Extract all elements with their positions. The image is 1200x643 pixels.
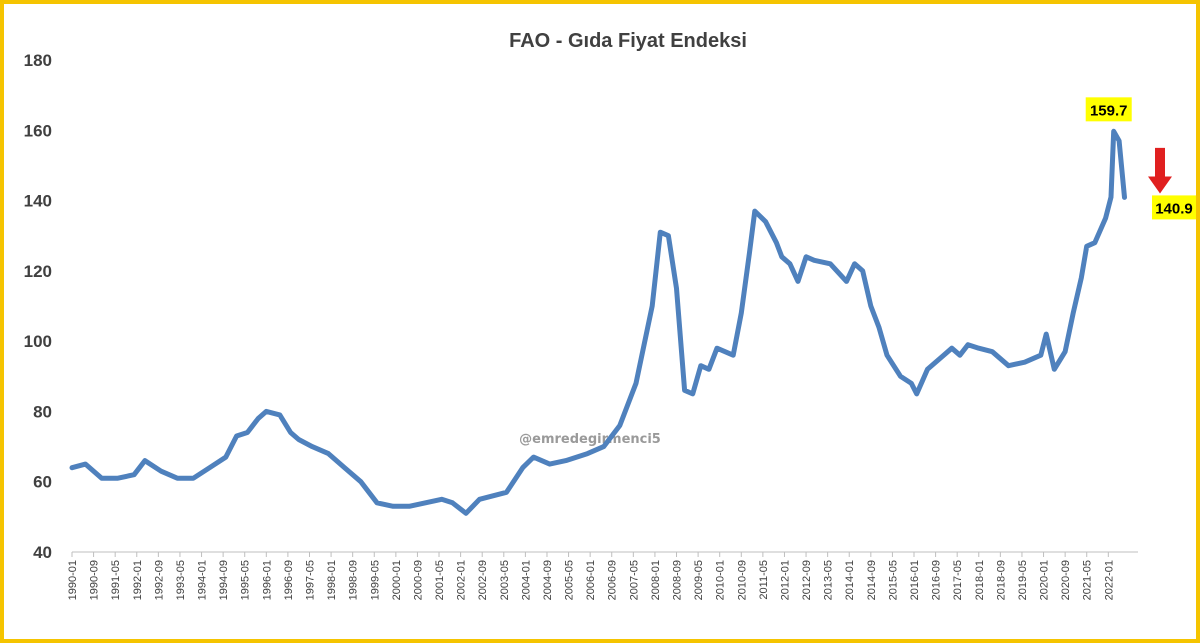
x-tick-label: 2014-09 bbox=[866, 560, 878, 600]
x-tick-label: 2022-01 bbox=[1103, 560, 1115, 600]
y-tick-label: 100 bbox=[24, 332, 52, 351]
y-tick-label: 40 bbox=[33, 543, 52, 562]
x-tick-label: 2000-09 bbox=[412, 560, 424, 600]
y-tick-label: 80 bbox=[33, 402, 52, 421]
watermark: @emredegirmenci5 bbox=[519, 432, 661, 447]
y-tick-label: 140 bbox=[24, 192, 52, 211]
series-layer bbox=[69, 128, 1127, 516]
x-tick-label: 2005-05 bbox=[564, 560, 576, 600]
x-tick-label: 1994-09 bbox=[218, 560, 230, 600]
x-tick-label: 1991-05 bbox=[110, 560, 122, 600]
x-tick-label: 2006-09 bbox=[607, 560, 619, 600]
x-tick-label: 2006-01 bbox=[585, 560, 597, 600]
x-tick-label: 2018-01 bbox=[974, 560, 986, 600]
x-tick-label: 2014-01 bbox=[844, 560, 856, 600]
y-tick-label: 160 bbox=[24, 121, 52, 140]
latest-label-box bbox=[1152, 195, 1196, 220]
y-tick-label: 60 bbox=[33, 473, 52, 492]
x-tick-label: 2009-05 bbox=[693, 560, 705, 600]
x-axis: 1990-01 1990-09 1991-05 1992-01 1992-09 1993-… bbox=[67, 551, 1138, 600]
x-tick-label: 2020-01 bbox=[1039, 560, 1051, 600]
x-tick-label: 2010-09 bbox=[736, 560, 748, 600]
x-tick-label: 2000-01 bbox=[391, 560, 403, 600]
x-tick-label: 2016-09 bbox=[931, 560, 943, 600]
x-tick-label: 1992-09 bbox=[153, 560, 165, 600]
latest-value-label: 140.9 bbox=[1155, 200, 1193, 217]
x-tick-label: 1998-09 bbox=[348, 560, 360, 600]
x-tick-label: 1992-01 bbox=[132, 560, 144, 600]
chart-title: FAO - Gıda Fiyat Endeksi bbox=[509, 30, 747, 52]
x-tick-label: 2004-01 bbox=[520, 560, 532, 600]
x-tick-label: 2012-09 bbox=[801, 560, 813, 600]
x-tick-label: 2008-01 bbox=[650, 560, 662, 600]
x-tick-label: 1995-05 bbox=[240, 560, 252, 600]
x-tick-label: 2003-05 bbox=[499, 560, 511, 600]
x-tick-label: 2019-05 bbox=[1017, 560, 1029, 600]
x-tick-label: 2001-05 bbox=[434, 560, 446, 600]
x-tick-label: 2013-05 bbox=[823, 560, 835, 600]
series-line bbox=[69, 128, 1127, 516]
y-tick-label: 120 bbox=[24, 262, 52, 281]
x-tick-label: 2021-05 bbox=[1082, 560, 1094, 600]
x-tick-label: 1993-05 bbox=[175, 560, 187, 600]
x-tick-label: 2010-01 bbox=[715, 560, 727, 600]
annotations: 159.7 140.9 bbox=[1085, 97, 1196, 220]
x-tick-label: 1998-01 bbox=[326, 560, 338, 600]
x-tick-label: 2008-09 bbox=[672, 560, 684, 600]
x-tick-label: 2016-01 bbox=[909, 560, 921, 600]
x-tick-label: 2012-01 bbox=[779, 560, 791, 600]
x-tick-label: 1996-01 bbox=[261, 560, 273, 600]
peak-value-label: 159.7 bbox=[1090, 102, 1128, 119]
x-tick-label: 2017-05 bbox=[952, 560, 964, 600]
x-tick-label: 1999-05 bbox=[369, 560, 381, 600]
x-tick-label: 2002-09 bbox=[477, 560, 489, 600]
x-tick-label: 1990-01 bbox=[67, 560, 79, 600]
y-tick-label: 180 bbox=[24, 51, 52, 70]
down-arrow-icon bbox=[1148, 147, 1172, 194]
x-tick-label: 1996-09 bbox=[283, 560, 295, 600]
x-tick-label: 2015-05 bbox=[887, 560, 899, 600]
x-tick-label: 2018-09 bbox=[995, 560, 1007, 600]
x-tick-label: 2011-05 bbox=[758, 560, 770, 600]
x-tick-label: 1990-09 bbox=[89, 560, 101, 600]
x-tick-label: 2007-05 bbox=[628, 560, 640, 600]
x-tick-label: 1997-05 bbox=[304, 560, 316, 600]
peak-label-box bbox=[1085, 97, 1132, 122]
y-axis: 40 60 80 100 120 140 160 180 bbox=[24, 51, 52, 562]
x-tick-label: 2004-09 bbox=[542, 560, 554, 600]
x-tick-label: 2002-01 bbox=[456, 560, 468, 600]
x-tick-label: 2020-09 bbox=[1060, 560, 1072, 600]
x-tick-label: 1994-01 bbox=[197, 560, 209, 600]
